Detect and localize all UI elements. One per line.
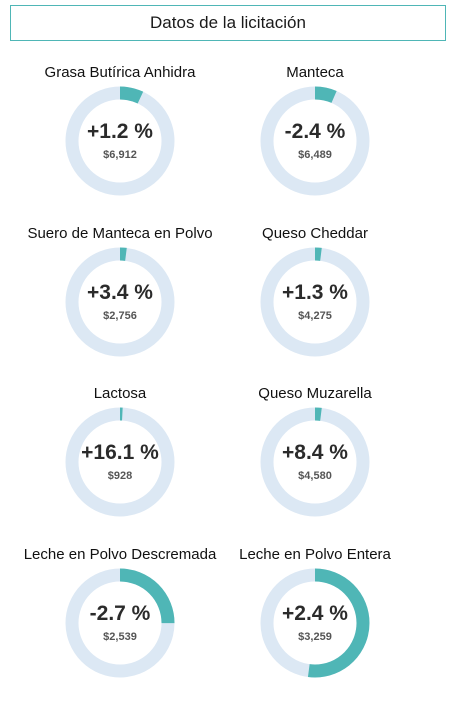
- product-card-lactosa: Lactosa +16.1 % $928: [10, 385, 230, 555]
- price-value: $4,580: [298, 470, 332, 482]
- progress-donut: +1.2 % $6,912: [65, 86, 175, 196]
- percent-change: +8.4 %: [282, 441, 348, 464]
- percent-change: +2.4 %: [282, 602, 348, 625]
- progress-donut: +8.4 % $4,580: [260, 407, 370, 517]
- product-card-manteca: Manteca -2.4 % $6,489: [205, 64, 425, 234]
- percent-change: +3.4 %: [87, 281, 153, 304]
- product-card-grasa-butirica: Grasa Butírica Anhidra +1.2 % $6,912: [10, 64, 230, 234]
- page-title: Datos de la licitación: [150, 13, 306, 32]
- percent-change: +1.2 %: [87, 120, 153, 143]
- progress-donut: -2.7 % $2,539: [65, 568, 175, 678]
- price-value: $2,539: [103, 631, 137, 643]
- price-value: $2,756: [103, 310, 137, 322]
- progress-donut: +3.4 % $2,756: [65, 247, 175, 357]
- donut-fill-arc: [65, 86, 175, 196]
- donut-chart: [65, 86, 175, 196]
- price-value: $3,259: [298, 631, 332, 643]
- price-value: $6,489: [298, 149, 332, 161]
- product-card-queso-cheddar: Queso Cheddar +1.3 % $4,275: [205, 225, 425, 395]
- price-value: $928: [107, 470, 133, 482]
- donut-fill-arc: [260, 247, 370, 357]
- donut-chart: [65, 568, 175, 678]
- donut-fill-arc: [65, 568, 175, 678]
- progress-donut: +2.4 % $3,259: [260, 568, 370, 678]
- donut-chart: [260, 86, 370, 196]
- product-title: Lactosa: [93, 385, 147, 402]
- price-value: $6,912: [103, 149, 137, 161]
- donut-fill-arc: [260, 407, 370, 517]
- product-card-leche-descremada: Leche en Polvo Descremada -2.7 % $2,539: [10, 546, 230, 716]
- percent-change: +1.3 %: [282, 281, 348, 304]
- page-title-box: Datos de la licitación: [10, 5, 446, 41]
- donut-chart: [260, 407, 370, 517]
- donut-fill-arc: [65, 407, 175, 517]
- percent-change: -2.7 %: [89, 602, 151, 625]
- product-title: Queso Muzarella: [258, 385, 372, 402]
- product-title: Queso Cheddar: [262, 225, 368, 242]
- percent-change: -2.4 %: [284, 120, 346, 143]
- product-card-leche-entera: Leche en Polvo Entera +2.4 % $3,259: [205, 546, 425, 716]
- donut-chart: [65, 247, 175, 357]
- price-value: $4,275: [298, 310, 332, 322]
- donut-chart: [260, 568, 370, 678]
- progress-donut: -2.4 % $6,489: [260, 86, 370, 196]
- donut-chart: [260, 247, 370, 357]
- donut-fill-arc: [65, 247, 175, 357]
- product-title: Suero de Manteca en Polvo: [27, 225, 213, 242]
- percent-change: +16.1 %: [81, 441, 159, 464]
- product-card-queso-muzarella: Queso Muzarella +8.4 % $4,580: [205, 385, 425, 555]
- progress-donut: +16.1 % $928: [65, 407, 175, 517]
- donut-chart: [65, 407, 175, 517]
- donut-fill-arc: [260, 86, 370, 196]
- product-title: Manteca: [286, 64, 344, 81]
- progress-donut: +1.3 % $4,275: [260, 247, 370, 357]
- product-title: Grasa Butírica Anhidra: [44, 64, 196, 81]
- product-title: Leche en Polvo Entera: [239, 546, 391, 563]
- donut-fill-arc: [260, 568, 370, 678]
- product-title: Leche en Polvo Descremada: [23, 546, 217, 563]
- product-card-suero-manteca: Suero de Manteca en Polvo +3.4 % $2,756: [10, 225, 230, 395]
